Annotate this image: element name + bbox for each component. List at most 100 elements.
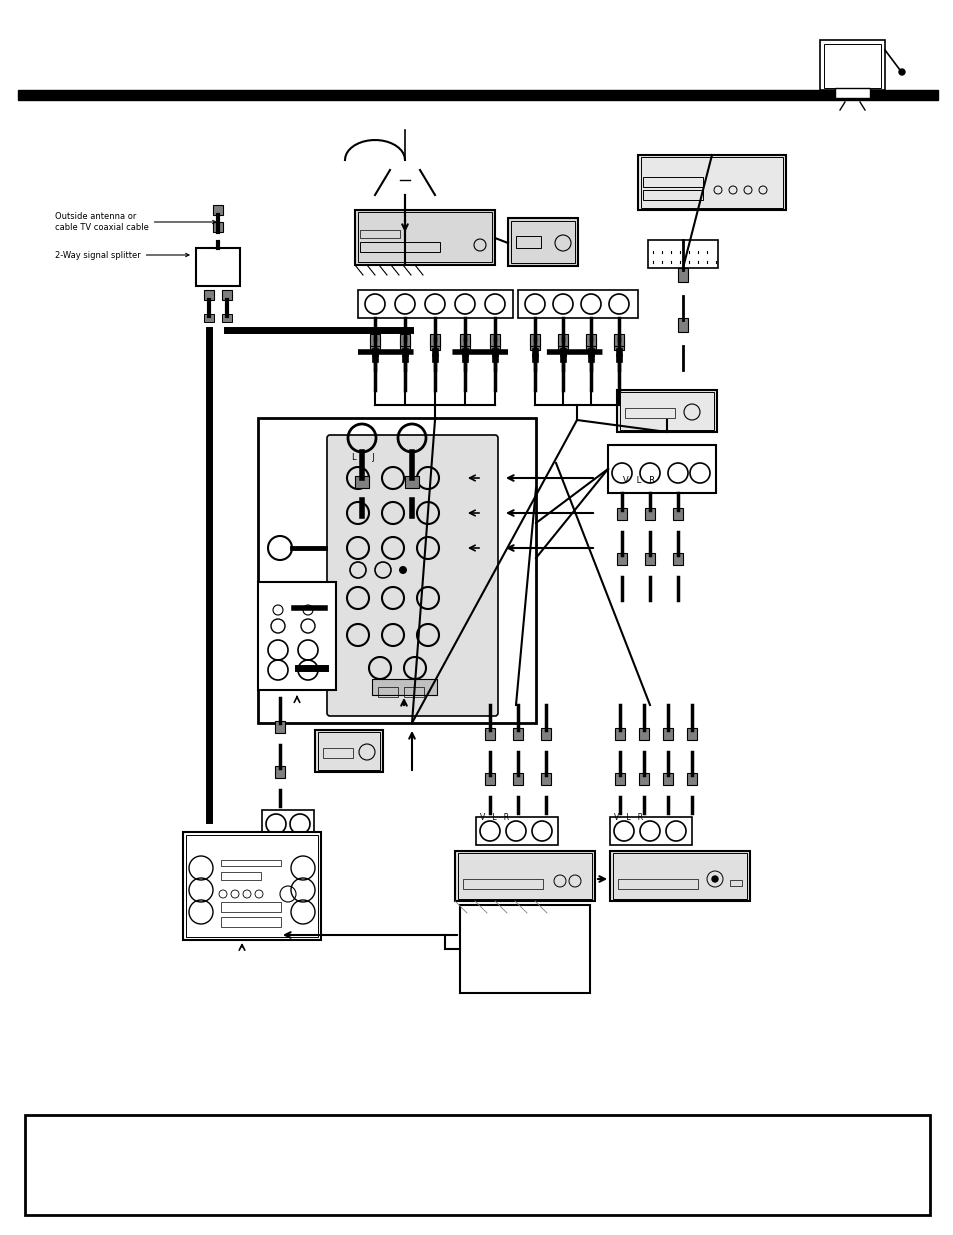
Bar bbox=[221, 902, 281, 911]
Bar bbox=[274, 766, 285, 778]
FancyBboxPatch shape bbox=[327, 435, 497, 716]
Bar bbox=[430, 338, 439, 350]
Bar bbox=[455, 851, 595, 902]
Bar bbox=[459, 905, 589, 993]
Bar bbox=[457, 853, 592, 899]
Bar bbox=[355, 210, 495, 266]
Text: V   L   R: V L R bbox=[622, 475, 655, 485]
Bar bbox=[686, 727, 697, 740]
Bar bbox=[317, 732, 379, 769]
Bar bbox=[662, 727, 672, 740]
Bar bbox=[399, 333, 410, 346]
Bar bbox=[615, 773, 624, 785]
Bar bbox=[372, 354, 377, 362]
Bar bbox=[18, 90, 937, 100]
Bar bbox=[639, 727, 648, 740]
Bar bbox=[401, 348, 408, 356]
Bar bbox=[617, 553, 626, 564]
Bar bbox=[204, 290, 213, 300]
Bar bbox=[401, 354, 408, 362]
Bar bbox=[204, 314, 213, 322]
Circle shape bbox=[398, 566, 407, 574]
Bar bbox=[532, 348, 537, 356]
Bar bbox=[257, 582, 335, 690]
Bar bbox=[616, 354, 621, 362]
Bar bbox=[195, 248, 240, 287]
Bar bbox=[513, 773, 522, 785]
Bar bbox=[517, 290, 638, 317]
Bar bbox=[662, 773, 672, 785]
Bar bbox=[221, 860, 281, 866]
Bar bbox=[461, 354, 468, 362]
Bar bbox=[613, 853, 746, 899]
Circle shape bbox=[711, 876, 718, 882]
Bar bbox=[490, 333, 499, 346]
Text: V   L   R: V L R bbox=[479, 813, 509, 823]
Bar bbox=[372, 348, 377, 356]
Bar bbox=[257, 417, 536, 722]
Bar bbox=[357, 212, 492, 262]
Text: L      J: L J bbox=[352, 453, 375, 462]
Bar bbox=[532, 354, 537, 362]
Bar bbox=[530, 333, 539, 346]
Bar bbox=[513, 727, 522, 740]
Bar bbox=[221, 918, 281, 927]
Bar bbox=[619, 391, 713, 430]
Bar bbox=[25, 1115, 929, 1215]
Bar bbox=[462, 879, 542, 889]
Bar bbox=[559, 348, 565, 356]
Bar bbox=[430, 333, 439, 346]
Bar bbox=[678, 317, 687, 332]
Bar bbox=[614, 333, 623, 346]
Text: 2-Way signal splitter: 2-Way signal splitter bbox=[55, 251, 189, 259]
Bar bbox=[642, 177, 702, 186]
Bar bbox=[405, 475, 418, 488]
Bar bbox=[484, 727, 495, 740]
Bar bbox=[639, 773, 648, 785]
Bar bbox=[617, 390, 717, 432]
Bar bbox=[359, 230, 399, 238]
Bar bbox=[370, 333, 379, 346]
Text: V   L   R: V L R bbox=[614, 813, 642, 823]
Bar bbox=[587, 348, 594, 356]
Bar bbox=[729, 881, 741, 885]
Bar bbox=[638, 156, 785, 210]
Text: Outside antenna or
cable TV coaxial cable: Outside antenna or cable TV coaxial cabl… bbox=[55, 212, 215, 232]
Bar bbox=[820, 40, 884, 90]
Bar bbox=[461, 348, 468, 356]
Bar bbox=[221, 872, 261, 881]
Bar bbox=[616, 348, 621, 356]
Bar bbox=[377, 687, 397, 697]
Bar bbox=[432, 354, 437, 362]
Bar bbox=[432, 348, 437, 356]
Bar bbox=[642, 190, 702, 200]
Bar bbox=[372, 679, 436, 695]
Bar bbox=[609, 851, 749, 902]
Bar bbox=[186, 835, 317, 937]
Bar bbox=[274, 721, 285, 734]
Bar bbox=[640, 157, 782, 207]
Bar bbox=[492, 348, 497, 356]
Bar bbox=[558, 333, 567, 346]
Bar bbox=[222, 314, 232, 322]
Bar bbox=[399, 338, 410, 350]
Bar bbox=[558, 338, 567, 350]
Bar bbox=[644, 553, 655, 564]
Bar bbox=[585, 338, 596, 350]
Bar bbox=[672, 553, 682, 564]
Bar bbox=[459, 338, 470, 350]
Bar bbox=[222, 290, 232, 300]
Bar bbox=[183, 832, 320, 940]
Bar bbox=[823, 44, 880, 88]
Bar bbox=[540, 727, 551, 740]
Bar bbox=[507, 219, 578, 266]
Bar bbox=[511, 221, 575, 263]
Circle shape bbox=[898, 69, 904, 75]
Bar bbox=[357, 290, 513, 317]
Bar bbox=[559, 354, 565, 362]
Bar bbox=[213, 205, 223, 215]
Bar bbox=[359, 242, 439, 252]
Bar bbox=[678, 268, 687, 282]
Bar bbox=[644, 508, 655, 520]
Bar bbox=[615, 727, 624, 740]
